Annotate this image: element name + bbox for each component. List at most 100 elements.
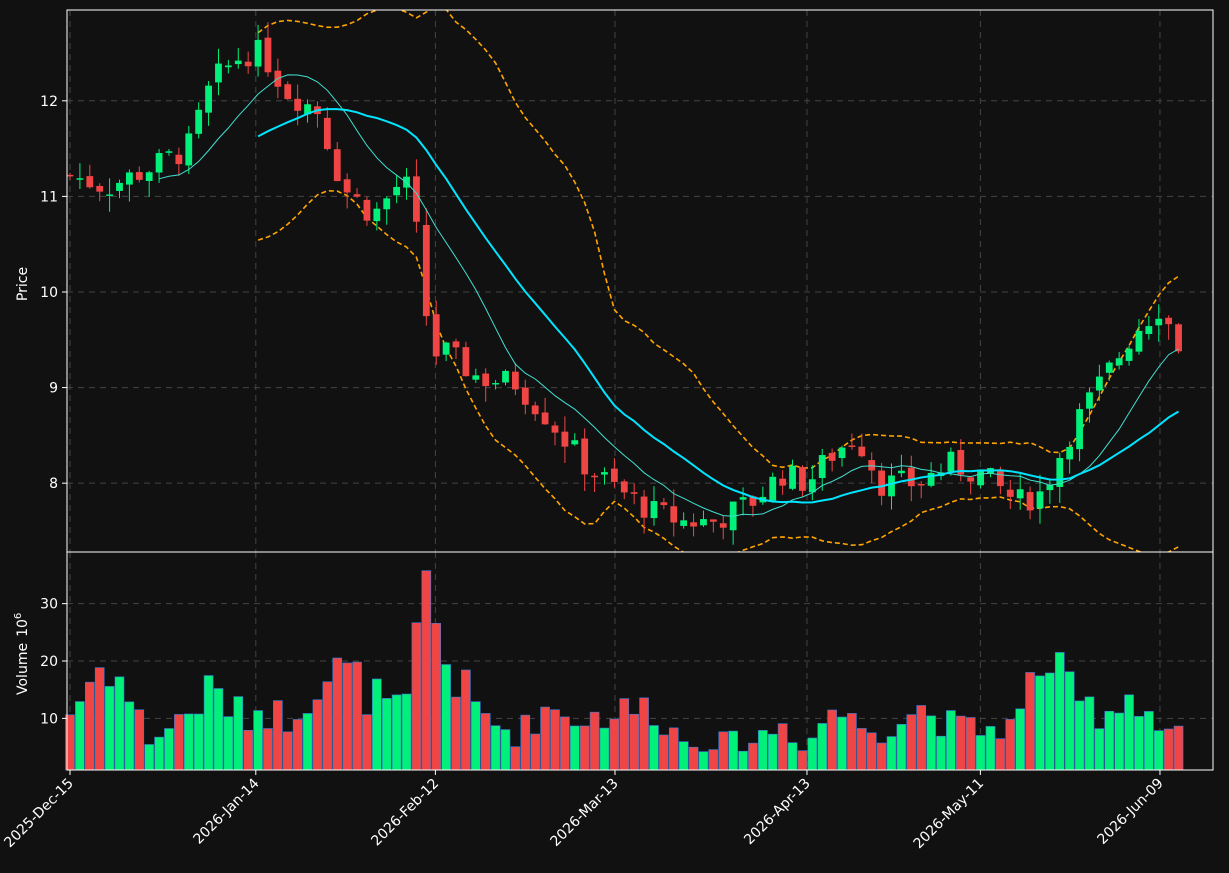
volume-bar: [421, 570, 432, 771]
volume-bar: [154, 736, 164, 771]
volume-axis-label-text: Volume: [15, 643, 31, 695]
volume-bar: [243, 729, 253, 771]
candle-body: [521, 387, 529, 405]
candle-body: [224, 65, 232, 68]
candle-body: [472, 375, 480, 380]
candle-body: [383, 198, 391, 210]
candle-body: [304, 104, 311, 115]
volume-bar: [391, 694, 402, 771]
volume-bar: [540, 706, 550, 771]
volume-bar: [708, 749, 719, 771]
candle-body: [541, 412, 549, 425]
volume-bar: [599, 727, 610, 771]
candle-body: [670, 506, 678, 523]
candle-body: [1165, 317, 1173, 325]
volume-bar: [748, 742, 758, 771]
candle-body: [1135, 330, 1143, 352]
volume-bar: [500, 729, 511, 771]
volume-bar: [758, 730, 768, 771]
candle-body: [779, 478, 787, 486]
candle-body: [828, 452, 836, 461]
volume-bar: [411, 622, 422, 771]
volume-bar: [777, 723, 788, 771]
candle-body: [888, 475, 895, 497]
candle-body: [690, 522, 697, 527]
candle-body: [838, 447, 846, 459]
candle-body: [294, 98, 302, 111]
volume-bar: [124, 701, 135, 771]
candle-body: [680, 520, 688, 526]
volume-bar: [995, 738, 1006, 771]
volume-bar: [352, 661, 362, 771]
price-grid: [67, 10, 1213, 552]
volume-bar: [282, 731, 293, 771]
price-tick-label: 10: [40, 285, 58, 301]
volume-bar: [649, 725, 659, 771]
candle-body: [234, 60, 242, 65]
candle-body: [1076, 409, 1083, 450]
candle-body: [749, 496, 757, 506]
volume-bar: [372, 678, 382, 771]
volume-bar: [1144, 711, 1154, 771]
candle-body: [947, 451, 955, 472]
candle-body: [422, 224, 430, 317]
candle-body: [1066, 446, 1074, 460]
candle-body: [1026, 492, 1034, 511]
volume-bar: [916, 705, 927, 771]
candle-body: [630, 492, 638, 494]
candle-body: [76, 178, 84, 180]
candle-body: [957, 450, 965, 475]
volume-bar: [817, 723, 828, 771]
volume-bar: [579, 725, 590, 771]
candle-body: [601, 472, 608, 475]
volume-bar: [381, 698, 392, 771]
candle-body: [898, 470, 905, 474]
moving-average-slow-line: [257, 108, 1180, 504]
candle-body: [373, 208, 381, 222]
volume-bar: [767, 733, 778, 771]
volume-bar: [985, 726, 996, 771]
candle-body: [709, 519, 717, 522]
candle-body: [917, 483, 925, 486]
candle-body: [660, 502, 668, 506]
volume-bar: [342, 662, 352, 771]
candle-body: [1056, 457, 1064, 487]
candle-body: [254, 39, 262, 67]
volume-bar: [174, 714, 184, 771]
candle-body: [799, 467, 806, 491]
volume-bar: [223, 716, 234, 771]
candle-body: [195, 109, 203, 134]
candle-body: [393, 186, 401, 196]
candle-body: [818, 455, 826, 478]
volume-bar: [659, 734, 669, 771]
volume-bar: [164, 728, 174, 771]
price-tick-label: 12: [40, 94, 58, 110]
candle-body: [640, 496, 648, 518]
candle-body: [769, 476, 777, 501]
price-tick-label: 11: [40, 189, 58, 205]
volume-bar: [1084, 696, 1095, 771]
volume-bar: [1104, 710, 1115, 771]
moving-average-fast-line: [158, 74, 1179, 517]
volume-bar: [75, 701, 85, 771]
volume-bar: [1054, 652, 1065, 771]
candle-body: [106, 194, 113, 196]
candle-body: [907, 467, 915, 487]
candle-body: [610, 468, 618, 482]
candle-body: [977, 469, 984, 486]
volume-bar: [866, 732, 877, 771]
moving-average-lines: [158, 74, 1180, 517]
candle-body: [333, 149, 341, 182]
volume-bar: [837, 716, 847, 771]
candle-body: [719, 523, 727, 528]
band-upper-line: [257, 10, 1179, 469]
volume-bar: [847, 713, 857, 771]
volume-bar: [728, 730, 738, 771]
candle-body: [1105, 362, 1113, 373]
bollinger-band: [257, 10, 1179, 552]
volume-tick-label: 20: [40, 654, 58, 670]
volume-bar: [1045, 672, 1055, 771]
candle-body: [135, 172, 143, 180]
volume-bar: [1114, 712, 1124, 771]
